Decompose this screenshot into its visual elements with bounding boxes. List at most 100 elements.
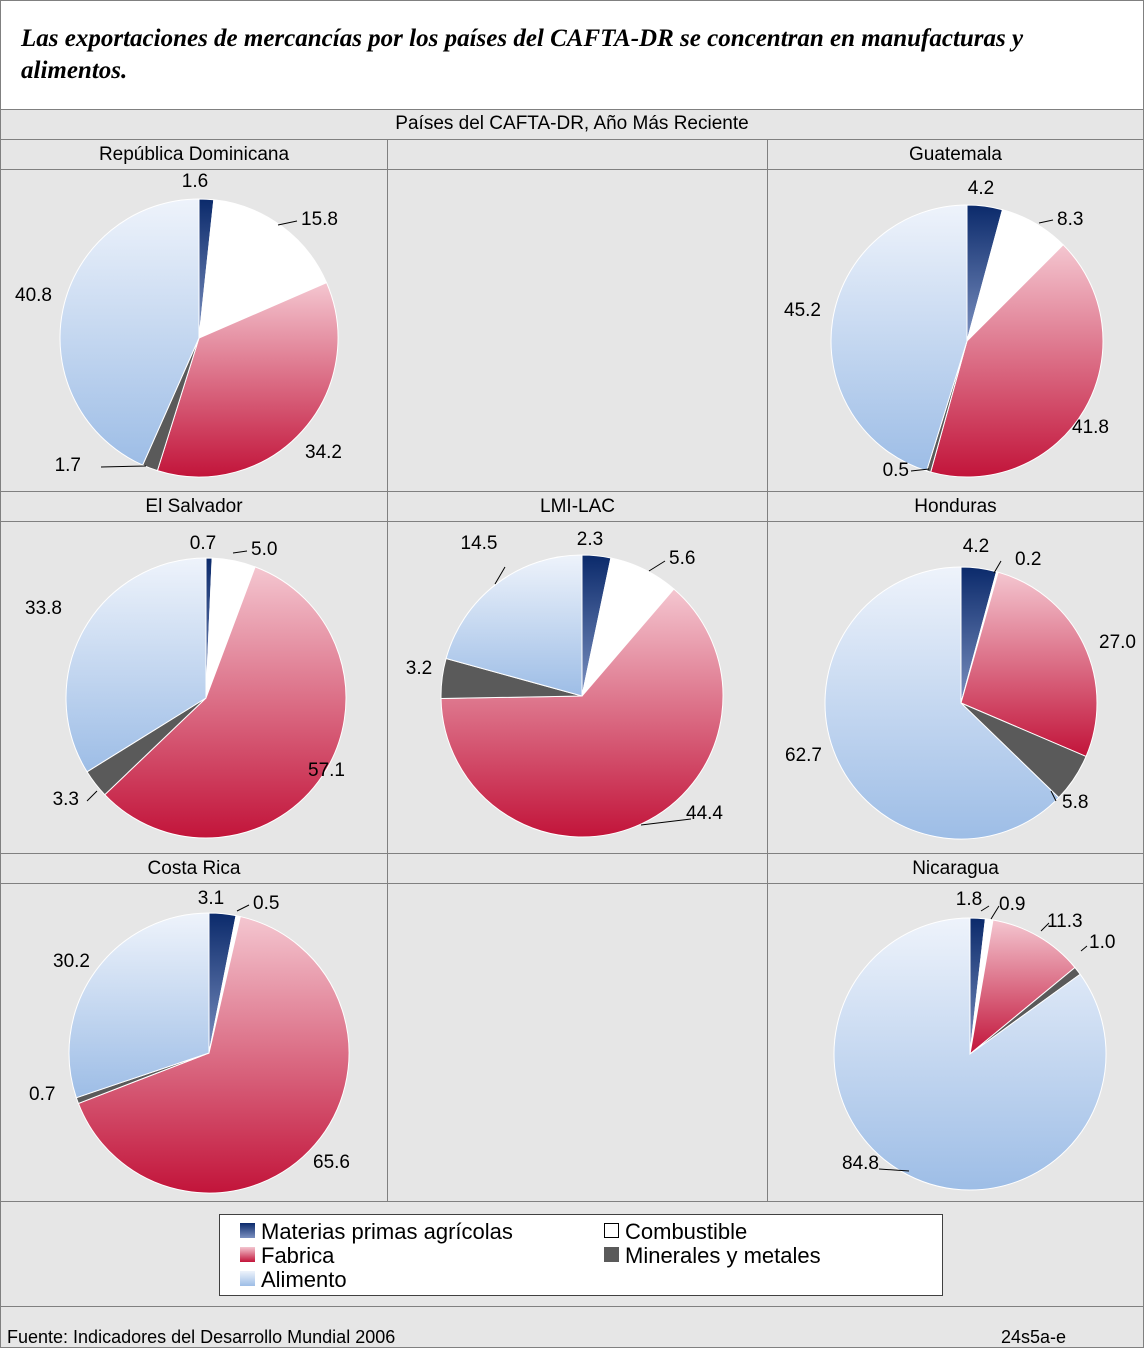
legend-swatch (240, 1223, 255, 1238)
leader-line (993, 560, 1002, 574)
grid-line (1, 883, 1143, 884)
leader-line (1040, 922, 1050, 932)
pie-title-dominicana: República Dominicana (98, 144, 290, 165)
grid-line (1, 521, 1143, 522)
data-label-minerales: 1.0 (1089, 932, 1115, 953)
data-label-minerales: 3.2 (406, 658, 432, 679)
legend-swatch (240, 1271, 255, 1286)
grid-line (767, 140, 768, 1201)
pie-title-costa-rica: Costa Rica (147, 858, 241, 879)
pie-slice-fabrica (104, 566, 347, 839)
data-label-combustible: 5.0 (251, 539, 277, 560)
leader-line (277, 220, 298, 226)
data-label-fabrica: 41.8 (1072, 417, 1109, 438)
legend-swatch (604, 1223, 619, 1238)
data-label-alimento: 33.8 (25, 598, 62, 619)
data-label-minerales: 1.7 (55, 455, 81, 476)
data-label-fabrica: 44.4 (686, 803, 723, 824)
legend-label: Materias primas agrícolas (261, 1219, 513, 1244)
pie-title-honduras: Honduras (914, 496, 997, 517)
title-area: Las exportaciones de mercancías por los … (1, 1, 1143, 110)
legend-label: Alimento (261, 1267, 347, 1292)
data-label-fabrica: 57.1 (308, 760, 345, 781)
leader-line (910, 468, 930, 472)
grid-line (1, 169, 1143, 170)
legend: Materias primas agrícolas Combustible Fa… (219, 1214, 943, 1296)
pie-chart-4: 4.2 0.2 27.0 5.8 62.7 (785, 536, 1136, 840)
pie-slice-fabrica (960, 571, 1098, 758)
pie-slice-alimento (833, 917, 1107, 1191)
leader-line (878, 1168, 910, 1172)
pie-chart-1: 4.2 8.3 41.8 0.5 45.2 (784, 178, 1109, 481)
legend-item-combustible: Combustible (604, 1221, 747, 1243)
data-label-combustible: 0.5 (253, 893, 279, 914)
leader-line (980, 905, 990, 912)
pie-title-guatemala: Guatemala (909, 144, 1002, 165)
data-label-materias: 4.2 (968, 178, 994, 199)
pie-chart-3: 2.3 5.6 44.4 3.2 14.5 (406, 529, 724, 838)
leader-line (494, 566, 506, 585)
pie-title-el-salvador: El Salvador (145, 496, 243, 517)
data-label-fabrica: 11.3 (1047, 911, 1083, 932)
pie-slice-fabrica (156, 282, 339, 478)
leader-line (1038, 219, 1054, 224)
pie-slice-fabrica (77, 915, 350, 1194)
data-label-minerales: 0.7 (29, 1084, 55, 1105)
data-label-materias: 0.7 (190, 533, 216, 554)
legend-item-alimento: Alimento (240, 1269, 347, 1291)
pie-slice-combustible (198, 199, 328, 339)
figure-subtitle: Países del CAFTA-DR, Año Más Reciente (1, 109, 1143, 140)
data-label-combustible: 15.8 (301, 209, 338, 230)
pie-title-nicaragua: Nicaragua (912, 858, 999, 879)
leader-line (100, 465, 147, 468)
data-label-combustible: 8.3 (1057, 209, 1083, 230)
pie-slice-fabrica (440, 588, 724, 838)
legend-item-minerales: Minerales y metales (604, 1245, 821, 1267)
legend-swatch (240, 1247, 255, 1262)
pie-chart-5: 3.1 0.5 65.6 0.7 30.2 (29, 888, 350, 1194)
data-label-alimento: 14.5 (461, 533, 498, 554)
data-label-combustible: 0.2 (1015, 549, 1041, 570)
data-label-alimento: 84.8 (842, 1153, 879, 1174)
leader-line (232, 550, 248, 554)
leader-line (236, 904, 250, 912)
data-label-minerales: 5.8 (1062, 792, 1088, 813)
data-label-fabrica: 34.2 (305, 442, 342, 463)
pie-chart-6: 1.8 0.9 11.3 1.0 84.8 (833, 889, 1115, 1191)
legend-label: Combustible (625, 1219, 748, 1244)
grid-line (387, 140, 388, 1201)
data-label-fabrica: 27.0 (1099, 632, 1136, 653)
data-label-combustible: 0.9 (999, 894, 1025, 915)
grid-line (1, 1201, 1143, 1202)
data-label-alimento: 40.8 (15, 285, 52, 306)
data-label-alimento: 30.2 (53, 951, 90, 972)
data-label-minerales: 3.3 (53, 789, 79, 810)
data-label-materias: 1.6 (182, 171, 208, 192)
legend-label: Minerales y metales (625, 1243, 821, 1268)
legend-label: Fabrica (261, 1243, 335, 1268)
leader-line (86, 790, 98, 802)
footer-divider (1, 1306, 1143, 1307)
figure-title: Las exportaciones de mercancías por los … (21, 25, 1024, 84)
data-label-alimento: 45.2 (784, 300, 821, 321)
data-label-combustible: 5.6 (669, 548, 695, 569)
pie-slice-alimento (68, 912, 210, 1099)
grid-line (1, 491, 1143, 492)
data-label-fabrica: 65.6 (313, 1152, 350, 1173)
pie-slice-fabrica (969, 919, 1076, 1056)
source-note: Fuente: Indicadores del Desarrollo Mundi… (7, 1327, 396, 1347)
pie-chart-2: 0.7 5.0 57.1 3.3 33.8 (25, 533, 347, 839)
legend-item-fabrica: Fabrica (240, 1245, 334, 1267)
pie-slice-alimento (824, 566, 1060, 840)
pie-slice-alimento (830, 204, 968, 472)
data-label-alimento: 62.7 (785, 745, 822, 766)
pie-slice-fabrica (930, 244, 1104, 478)
pie-slice-alimento (445, 554, 583, 697)
leader-line (990, 905, 1000, 920)
figure-code: 24s5a-e (1001, 1327, 1067, 1347)
data-label-minerales: 0.5 (883, 460, 909, 481)
pie-title-lmi-lac: LMI-LAC (540, 496, 615, 517)
legend-item-materias: Materias primas agrícolas (240, 1221, 513, 1243)
